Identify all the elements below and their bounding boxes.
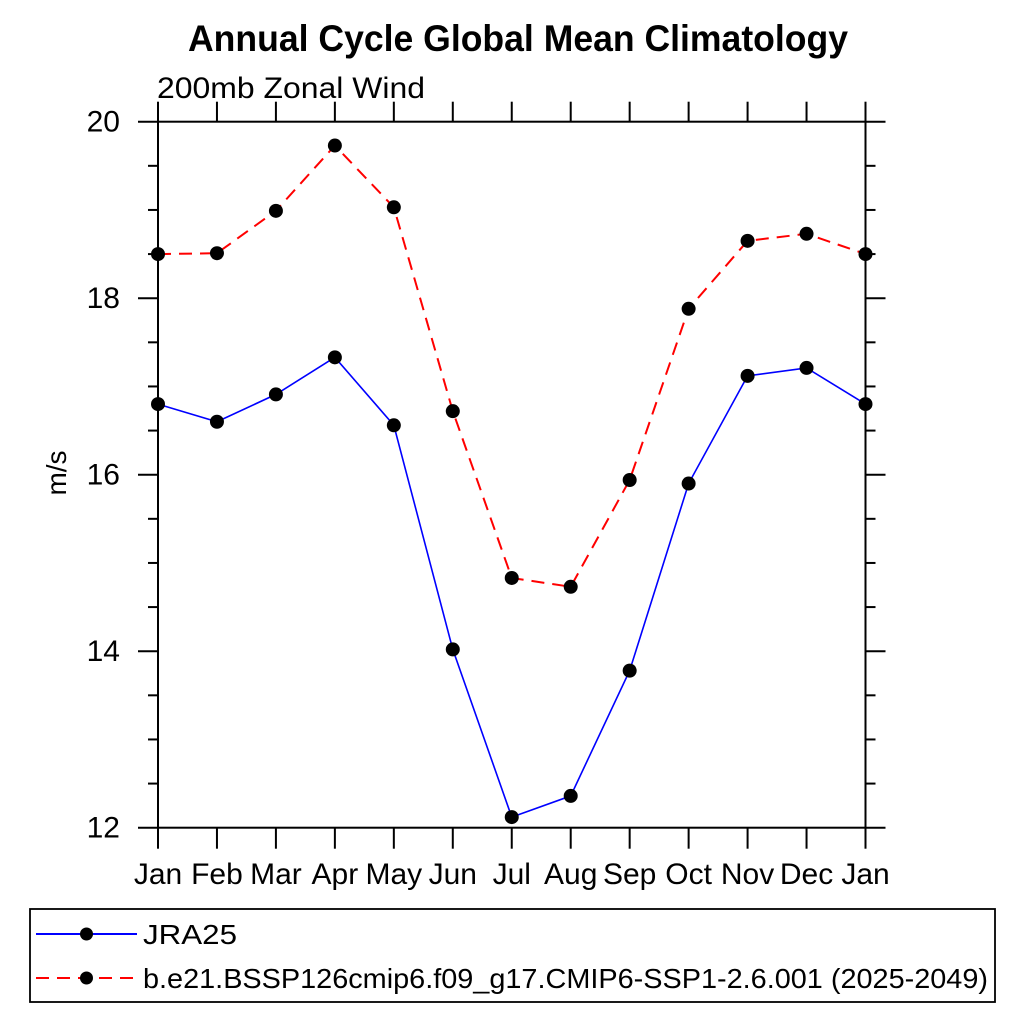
legend-label-jra25: JRA25 [143, 919, 237, 950]
legend-label-model: b.e21.BSSP126cmip6.f09_g17.CMIP6-SSP1-2.… [143, 963, 988, 994]
x-tick-label: Feb [191, 858, 243, 891]
x-tick-label: Nov [721, 858, 774, 891]
data-point-marker [209, 414, 224, 429]
data-point-marker [622, 663, 637, 678]
data-point-marker [858, 397, 873, 412]
y-tick-label: 18 [87, 282, 120, 315]
series-line-0 [157, 356, 866, 819]
data-point-marker [386, 418, 401, 433]
x-tick-label: Dec [780, 858, 833, 891]
data-point-marker [740, 233, 755, 248]
y-tick-label: 14 [87, 635, 120, 668]
data-point-marker [563, 579, 578, 594]
data-point-marker [445, 642, 460, 657]
x-tick-label: Sep [603, 858, 656, 891]
data-point-marker [681, 476, 696, 491]
x-tick-label: Jun [429, 858, 477, 891]
x-tick-label: Mar [250, 858, 302, 891]
y-axis-tick-labels: 12 14 16 18 20 [87, 106, 120, 845]
chart-subtitle: 200mb Zonal Wind [157, 72, 425, 105]
x-tick-label: Jan [841, 858, 889, 891]
data-point-marker [268, 387, 283, 402]
data-point-marker [681, 301, 696, 316]
plot-frame [157, 120, 867, 829]
data-point-marker [563, 788, 578, 803]
y-tick-label: 20 [87, 106, 120, 139]
data-point-marker [327, 138, 342, 153]
data-point-marker [740, 368, 755, 383]
data-point-marker [268, 203, 283, 218]
y-axis-title: m/s [41, 450, 72, 495]
x-tick-label: Jul [493, 858, 531, 891]
legend: JRA25 b.e21.BSSP126cmip6.f09_g17.CMIP6-S… [29, 908, 996, 1003]
data-point-marker [504, 570, 519, 585]
data-point-marker [209, 246, 224, 261]
data-point-marker [858, 247, 873, 262]
series-lines [157, 144, 866, 819]
legend-marker-model [80, 971, 93, 985]
x-axis-tick-labels: Jan Feb Mar Apr May Jun Jul Aug Sep Oct Nov Dec Jan [134, 858, 890, 891]
x-tick-label: Jan [134, 858, 182, 891]
legend-box [29, 908, 996, 1003]
data-point-marker [799, 226, 814, 241]
x-tick-label: Apr [312, 858, 359, 891]
x-tick-label: Aug [544, 858, 597, 891]
y-tick-label: 12 [87, 812, 120, 845]
data-point-marker [151, 397, 165, 412]
series-markers [151, 138, 873, 825]
chart-title: Annual Cycle Global Mean Climatology [188, 18, 848, 59]
data-point-marker [445, 404, 460, 419]
data-point-marker [386, 200, 401, 215]
x-tick-label: May [365, 858, 422, 891]
data-point-marker [151, 247, 165, 262]
legend-marker-jra25 [80, 927, 93, 941]
data-point-marker [799, 360, 814, 375]
data-point-marker [327, 350, 342, 365]
data-point-marker [504, 810, 519, 825]
x-tick-label: Oct [665, 858, 712, 891]
y-tick-label: 16 [87, 459, 120, 492]
data-point-marker [622, 472, 637, 487]
series-line-1 [157, 144, 866, 588]
axis-ticks [138, 101, 886, 849]
